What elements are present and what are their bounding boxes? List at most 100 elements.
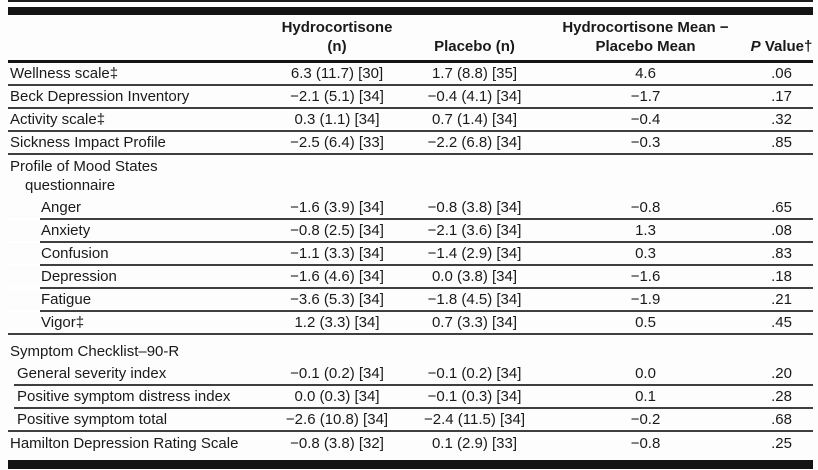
hydrocortisone-cell: −0.8 (2.5) [34]: [266, 220, 408, 243]
row-label: Wellness scale‡: [8, 63, 266, 86]
table-row: Hamilton Depression Rating Scale −0.8 (3.…: [8, 432, 813, 455]
p-value-cell: .08: [750, 220, 813, 243]
row-label: Positive symptom distress index: [8, 386, 266, 409]
column-header-placebo-label: Placebo (n): [434, 38, 515, 55]
placebo-cell: −0.8 (3.8) [34]: [408, 197, 541, 220]
p-value-cell: .85: [750, 132, 813, 155]
p-value-cell: .06: [750, 63, 813, 86]
placebo-cell: 1.7 (8.8) [35]: [408, 63, 541, 86]
top-thin-rule: [8, 0, 813, 2]
placebo-cell: 0.0 (3.8) [34]: [408, 266, 541, 289]
p-value-cell: .68: [750, 409, 813, 432]
group-header-row: Symptom Checklist–90-R: [8, 335, 813, 363]
column-header-hydrocortisone-line1: Hydrocortisone: [281, 19, 393, 36]
table-row: Anxiety −0.8 (2.5) [34] −2.1 (3.6) [34] 1.3…: [8, 220, 813, 243]
row-label: Beck Depression Inventory: [8, 86, 266, 109]
table-row: Depression −1.6 (4.6) [34] 0.0 (3.8) [34] −…: [8, 266, 813, 289]
table-row: Activity scale‡ 0.3 (1.1) [34] 0.7 (1.4) […: [8, 109, 813, 132]
mean-difference-cell: −1.9: [541, 289, 750, 312]
table-row: Beck Depression Inventory −2.1 (5.1) [34]…: [8, 86, 813, 109]
table-row: Wellness scale‡ 6.3 (11.7) [30] 1.7 (8.8) …: [8, 63, 813, 86]
mean-difference-cell: −1.7: [541, 86, 750, 109]
p-value-cell: .28: [750, 386, 813, 409]
mean-difference-cell: 0.5: [541, 312, 750, 335]
placebo-cell: 0.7 (3.3) [34]: [408, 312, 541, 335]
hydrocortisone-cell: 0.0 (0.3) [34]: [266, 386, 408, 409]
p-value-cell: .17: [750, 86, 813, 109]
table-row: Positive symptom total −2.6 (10.8) [34] −2…: [8, 409, 813, 432]
placebo-cell: 0.7 (1.4) [34]: [408, 109, 541, 132]
placebo-cell: −2.2 (6.8) [34]: [408, 132, 541, 155]
mean-difference-cell: 0.3: [541, 243, 750, 266]
p-value-cell: .25: [771, 435, 792, 452]
table-row: Anger −1.6 (3.9) [34] −0.8 (3.8) [34] −0.8.…: [8, 197, 813, 220]
p-value-italic-p: P: [750, 38, 761, 55]
hydrocortisone-cell: −1.6 (3.9) [34]: [266, 197, 408, 220]
mean-difference-cell: −0.8: [630, 435, 661, 452]
mean-difference-cell: 0.1: [541, 386, 750, 409]
row-label: Fatigue: [8, 289, 266, 312]
group-label-line1: Profile of Mood States: [10, 158, 158, 175]
table-row: Confusion −1.1 (3.3) [34] −1.4 (2.9) [34] 0…: [8, 243, 813, 266]
column-header-placebo: Placebo (n): [408, 15, 541, 63]
group-header-row: Profile of Mood States questionnaire: [8, 155, 813, 197]
p-value-cell: .45: [750, 312, 813, 335]
hydrocortisone-cell: −2.6 (10.8) [34]: [266, 409, 408, 432]
group-label-line1: Symptom Checklist–90-R: [10, 343, 180, 360]
placebo-cell: −1.8 (4.5) [34]: [408, 289, 541, 312]
column-header-mean-difference-line1: Hydrocortisone Mean −: [562, 19, 729, 36]
hydrocortisone-cell: −0.1 (0.2) [34]: [266, 363, 408, 386]
row-label: Activity scale‡: [8, 109, 266, 132]
row-label: Anger: [8, 197, 266, 220]
table-row: Vigor‡ 1.2 (3.3) [34] 0.7 (3.3) [34] 0.5.45: [8, 312, 813, 335]
p-value-cell: .18: [750, 266, 813, 289]
bottom-thick-rule: [8, 460, 813, 469]
table-header-row: Hydrocortisone (n) Placebo (n) Hydrocort…: [8, 15, 813, 63]
column-header-hydrocortisone: Hydrocortisone (n): [266, 15, 408, 63]
p-value-cell: .21: [750, 289, 813, 312]
mean-difference-cell: −0.4: [541, 109, 750, 132]
mean-difference-cell: 0.0: [541, 363, 750, 386]
p-value-cell: .83: [750, 243, 813, 266]
column-header-hydrocortisone-line2: (n): [327, 38, 347, 55]
placebo-cell: −1.4 (2.9) [34]: [408, 243, 541, 266]
row-label: Hamilton Depression Rating Scale: [10, 435, 239, 452]
mean-difference-cell: −0.8: [541, 197, 750, 220]
mean-difference-cell: 1.3: [541, 220, 750, 243]
column-header-mean-difference: Hydrocortisone Mean − Placebo Mean: [541, 15, 750, 63]
mean-difference-cell: −0.2: [541, 409, 750, 432]
mean-difference-cell: −1.6: [541, 266, 750, 289]
placebo-cell: −0.1 (0.3) [34]: [408, 386, 541, 409]
row-label: Positive symptom total: [8, 409, 266, 432]
placebo-cell: −2.4 (11.5) [34]: [408, 409, 541, 432]
hydrocortisone-cell: −3.6 (5.3) [34]: [266, 289, 408, 312]
p-value-cell: .32: [750, 109, 813, 132]
p-value-cell: .20: [750, 363, 813, 386]
table-row: Positive symptom distress index 0.0 (0.3)…: [8, 386, 813, 409]
hydrocortisone-cell: −1.1 (3.3) [34]: [266, 243, 408, 266]
row-label: Vigor‡: [8, 312, 266, 335]
row-label: General severity index: [8, 363, 266, 386]
table-row: Fatigue −3.6 (5.3) [34] −1.8 (4.5) [34] −1.…: [8, 289, 813, 312]
p-value-cell: .65: [750, 197, 813, 220]
row-label: Depression: [8, 266, 266, 289]
placebo-cell: 0.1 (2.9) [33]: [431, 435, 518, 452]
hydrocortisone-cell: 6.3 (11.7) [30]: [266, 63, 408, 86]
clinical-outcomes-table: Hydrocortisone (n) Placebo (n) Hydrocort…: [8, 0, 813, 469]
row-label: Confusion: [8, 243, 266, 266]
top-thick-rule: [8, 7, 813, 15]
hydrocortisone-cell: 0.3 (1.1) [34]: [266, 109, 408, 132]
placebo-cell: −0.4 (4.1) [34]: [408, 86, 541, 109]
column-header-mean-difference-line2: Placebo Mean: [595, 38, 696, 55]
hydrocortisone-cell: −2.5 (6.4) [33]: [266, 132, 408, 155]
column-header-empty: [8, 15, 266, 63]
table-row: Sickness Impact Profile −2.5 (6.4) [33] −2…: [8, 132, 813, 155]
mean-difference-cell: −0.3: [541, 132, 750, 155]
column-header-p-value: P Value†: [750, 15, 813, 63]
mean-difference-cell: 4.6: [541, 63, 750, 86]
row-label: Sickness Impact Profile: [8, 132, 266, 155]
group-label-line2: questionnaire: [25, 177, 116, 194]
row-label: Anxiety: [8, 220, 266, 243]
placebo-cell: −0.1 (0.2) [34]: [408, 363, 541, 386]
